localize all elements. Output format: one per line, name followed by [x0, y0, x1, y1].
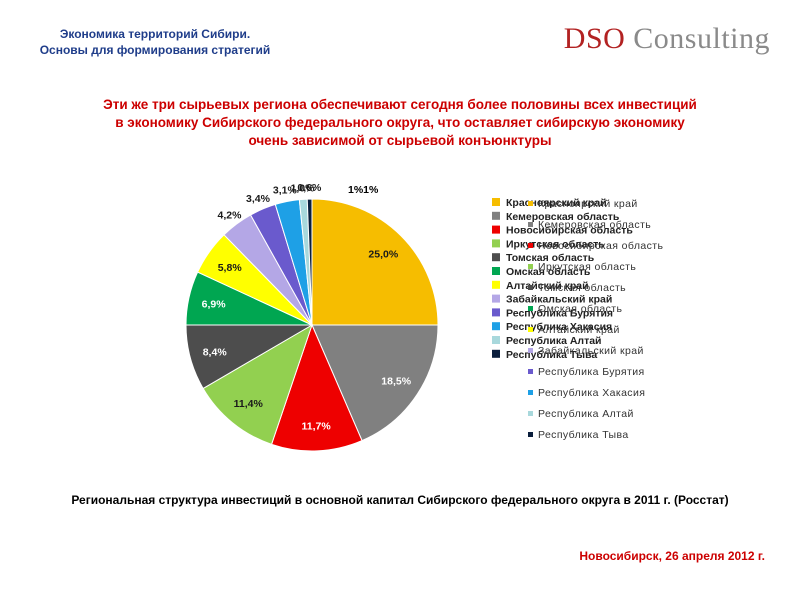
- legend-marker: [528, 369, 533, 374]
- legend-label: Томская область: [538, 282, 626, 294]
- legend-label: Омская область: [538, 303, 623, 315]
- legend-label: Кемеровская область: [538, 219, 651, 231]
- legend-marker: [528, 432, 533, 437]
- headline-line-1: Эти же три сырьевых региона обеспечивают…: [103, 97, 697, 112]
- legend-swatch: [492, 239, 500, 248]
- legend-marker: [528, 222, 533, 227]
- header-line-1: Экономика территорий Сибири.: [59, 27, 251, 41]
- headline-line-3: очень зависимой от сырьевой конъюнктуры: [248, 133, 552, 148]
- legend-label: Томская область: [506, 252, 595, 264]
- legend-label: Республика Алтай: [538, 408, 634, 420]
- legend-marker: [528, 390, 533, 395]
- legend-marker: [528, 243, 533, 248]
- logo-brand: DSO: [563, 22, 626, 55]
- legend-label: Красноярский край: [538, 198, 638, 210]
- legend-label: Забайкальский край: [506, 294, 612, 306]
- logo-word: Consulting: [633, 22, 770, 55]
- company-logo: DSO Consulting: [564, 22, 770, 56]
- legend-swatch: [492, 280, 500, 289]
- legend-label: Кемеровская область: [506, 211, 620, 223]
- legend-marker: [528, 411, 533, 416]
- legend-label: Республика Тыва: [538, 429, 629, 441]
- legend-swatch: [492, 267, 500, 275]
- legend-label: Забайкальский край: [538, 345, 644, 357]
- legend-label: Республика Хакасия: [538, 387, 645, 399]
- legend-marker: [528, 264, 533, 269]
- slice-data-label: 1,0%: [291, 182, 316, 194]
- legend-swatch: [492, 294, 500, 303]
- slice-data-label: 18,5%: [381, 375, 411, 387]
- legend-label: Алтайский край: [538, 324, 620, 336]
- legend-label: Новосибирская область: [538, 240, 663, 252]
- pie-slice: [311, 324, 439, 442]
- slice-data-label: 4,2%: [218, 209, 243, 221]
- pie-slice: [311, 198, 439, 326]
- slice-data-label: 25,0%: [368, 249, 398, 261]
- header-line-2: Основы для формирования стратегий: [39, 43, 271, 57]
- pie-slice: [270, 323, 363, 452]
- legend-swatch: [492, 211, 500, 220]
- legend-marker: [528, 285, 533, 290]
- pie-slice: [202, 323, 313, 445]
- legend-swatch: [492, 336, 500, 344]
- slice-data-label: 5,8%: [218, 262, 243, 274]
- pie-slice: [306, 198, 313, 326]
- slice-data-label: 8,4%: [203, 346, 228, 358]
- headline-line-2: в экономику Сибирского федерального окру…: [115, 115, 685, 130]
- legend-marker: [528, 327, 533, 332]
- legend-swatch: [492, 225, 500, 234]
- legend-label: Омская область: [506, 266, 591, 278]
- legend-label: Республика Алтай: [506, 335, 602, 347]
- legend-swatch: [492, 253, 500, 262]
- slice-data-label: 0,6%: [297, 182, 322, 194]
- legend-label: Новосибирская область: [506, 225, 633, 237]
- legend-label: Алтайский край: [506, 280, 589, 292]
- presentation-header: Экономика территорий Сибири. Основы для …: [20, 26, 290, 58]
- slice-data-label: 3,1%: [273, 185, 298, 197]
- legend-swatch: [492, 322, 500, 331]
- slice-data-label: 3,4%: [246, 193, 271, 205]
- legend-marker: [528, 306, 533, 311]
- legend-marker: [528, 201, 533, 206]
- legend-swatch: [492, 308, 500, 317]
- chart-caption: Региональная структура инвестиций в осно…: [71, 493, 729, 507]
- slice-data-label: 6,9%: [202, 298, 227, 310]
- extra-data-label: 1%1%: [348, 184, 379, 196]
- legend-marker: [528, 348, 533, 353]
- slide-headline: Эти же три сырьевых региона обеспечивают…: [40, 96, 760, 150]
- legend-label: Иркутская область: [538, 261, 636, 273]
- slice-data-label: 11,7%: [301, 421, 331, 433]
- legend-label: Республика Бурятия: [538, 366, 645, 378]
- legend-swatch: [492, 349, 500, 358]
- slice-data-label: 11,4%: [234, 398, 264, 410]
- legend-swatch: [492, 198, 500, 206]
- footer-date: Новосибирск, 26 апреля 2012 г.: [579, 549, 765, 563]
